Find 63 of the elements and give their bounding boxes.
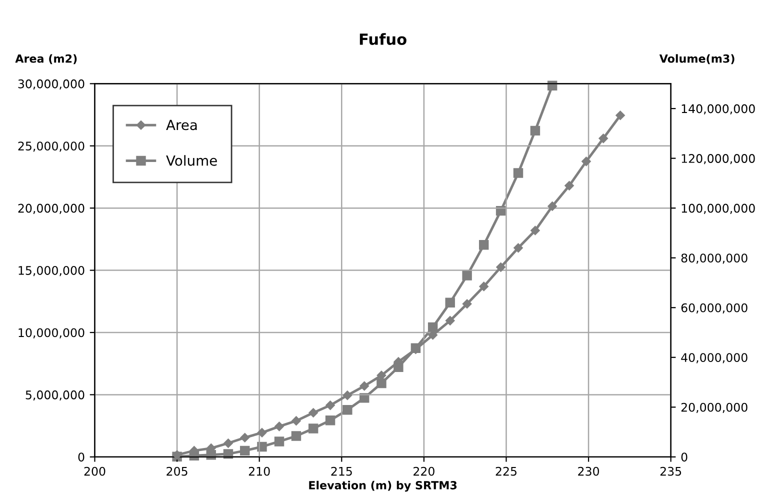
- point: [548, 202, 557, 211]
- point: [326, 400, 335, 410]
- y-tick-label: 25,000,000: [18, 142, 84, 152]
- point: [428, 330, 438, 340]
- point: [223, 449, 234, 459]
- y2-tick-label: 80,000,000: [681, 254, 748, 264]
- point: [240, 446, 250, 456]
- point: [308, 424, 318, 434]
- y2-tick-label: 140,000,000: [682, 104, 755, 114]
- point: [342, 405, 352, 415]
- y2-axis-title: Volume(m3): [659, 54, 734, 64]
- y-tick-label: 20,000,000: [18, 204, 84, 214]
- point: [598, 134, 608, 144]
- point: [291, 431, 302, 441]
- y2-tick-label: 20,000,000: [681, 402, 748, 414]
- point: [462, 270, 472, 280]
- x-tick-label: 210: [248, 466, 270, 476]
- y2-tick-label: 0: [681, 452, 688, 462]
- point: [274, 436, 284, 446]
- point: [224, 438, 233, 448]
- y-tick-label: 0: [78, 452, 84, 462]
- x-tick-label: 220: [414, 466, 434, 476]
- point: [445, 316, 455, 326]
- point: [530, 126, 540, 136]
- point: [582, 156, 591, 166]
- y-tick-label: 15,000,000: [18, 266, 84, 276]
- point: [513, 168, 524, 178]
- point: [257, 428, 267, 438]
- point: [274, 422, 284, 432]
- point: [445, 298, 455, 308]
- point: [240, 433, 250, 442]
- x-tick-label: 230: [578, 466, 600, 476]
- point: [462, 299, 472, 309]
- legend-label: Volume: [166, 155, 217, 166]
- y2-tick-label: 100,000,000: [682, 204, 755, 214]
- chart-title: Fufuo: [360, 33, 406, 45]
- x-tick-label: 205: [166, 466, 188, 476]
- point: [292, 416, 301, 426]
- point: [360, 381, 369, 391]
- point: [325, 415, 336, 426]
- y-tick-label: 5,000,000: [26, 390, 84, 401]
- y-tick-label: 10,000,000: [18, 328, 84, 338]
- x-tick-label: 200: [84, 466, 106, 476]
- point: [564, 181, 574, 190]
- y2-tick-label: 60,000,000: [681, 303, 748, 314]
- y2-tick-label: 40,000,000: [681, 353, 748, 364]
- y-tick-label: 30,000,000: [18, 79, 84, 90]
- point: [342, 390, 352, 400]
- point: [479, 282, 488, 292]
- point: [616, 110, 625, 120]
- point: [478, 240, 489, 250]
- y-axis-title: Area (m2): [15, 54, 77, 64]
- legend-label: Area: [166, 120, 197, 130]
- x-axis-title: Elevation (m) by SRTM3: [309, 480, 457, 492]
- point: [308, 408, 318, 418]
- x-tick-label: 225: [496, 466, 516, 476]
- point: [530, 226, 540, 236]
- y2-tick-label: 120,000,000: [682, 154, 755, 164]
- point: [496, 262, 506, 272]
- x-tick-label: 215: [331, 466, 352, 476]
- point: [514, 243, 523, 253]
- x-tick-label: 235: [660, 466, 682, 476]
- point: [376, 378, 386, 388]
